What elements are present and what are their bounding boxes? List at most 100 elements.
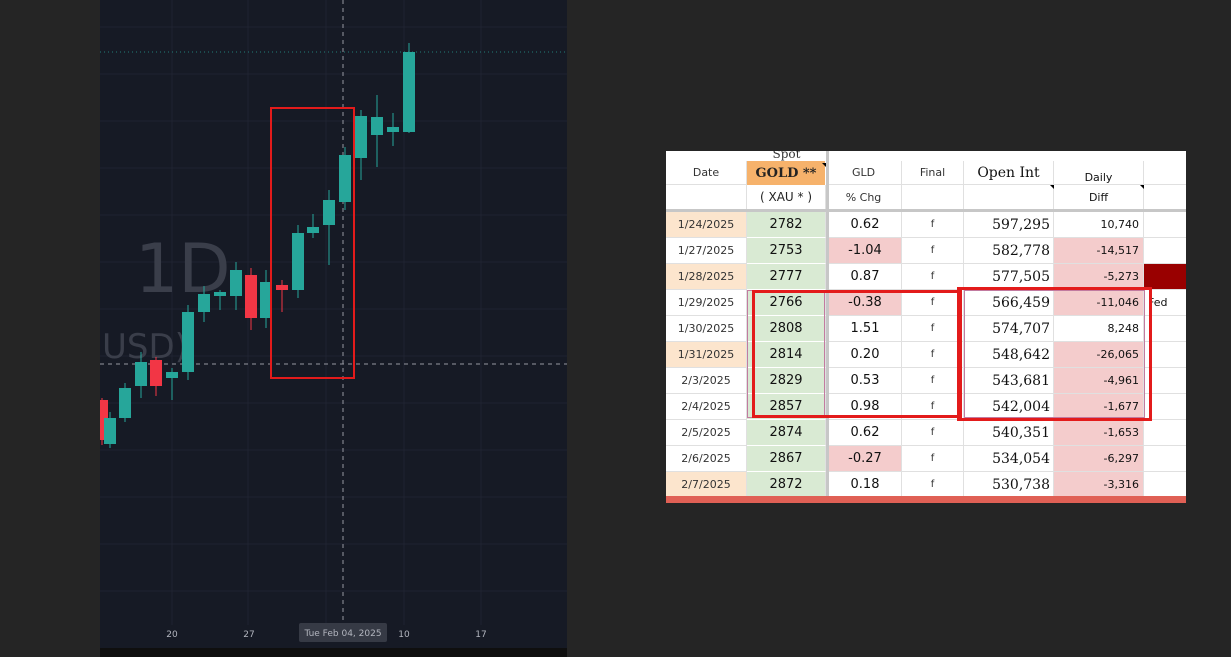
- cell-daily-diff[interactable]: -1,677: [1054, 394, 1144, 420]
- candlestick-chart[interactable]: 1D USD) 20 27 10 17 Tue Feb 04, 2025: [100, 0, 567, 648]
- candle-body[interactable]: [260, 282, 272, 318]
- cell-open-int[interactable]: 577,505: [964, 264, 1054, 290]
- cell-final[interactable]: f: [902, 342, 964, 368]
- cell-note[interactable]: [1144, 342, 1186, 368]
- cell-date[interactable]: 1/31/2025: [666, 342, 747, 368]
- cell-gld-pct[interactable]: 0.98: [829, 394, 902, 420]
- cell-note[interactable]: [1144, 420, 1186, 446]
- candle-body[interactable]: [323, 200, 335, 225]
- candle-body[interactable]: [307, 227, 319, 233]
- cell-gld-pct[interactable]: 0.20: [829, 342, 902, 368]
- cell-final[interactable]: f: [902, 290, 964, 316]
- cell-date[interactable]: 1/29/2025: [666, 290, 747, 316]
- cell-spot[interactable]: 2766: [747, 290, 826, 316]
- cell-gld-pct[interactable]: 0.18: [829, 472, 902, 498]
- cell-gld-pct[interactable]: -1.04: [829, 238, 902, 264]
- cell-daily-diff[interactable]: -26,065: [1054, 342, 1144, 368]
- cell-final[interactable]: f: [902, 420, 964, 446]
- candle-body[interactable]: [119, 388, 131, 418]
- cell-gld-pct[interactable]: -0.38: [829, 290, 902, 316]
- cell-note[interactable]: [1144, 368, 1186, 394]
- cell-daily-diff[interactable]: -6,297: [1054, 446, 1144, 472]
- cell-final[interactable]: f: [902, 472, 964, 498]
- cell-final[interactable]: f: [902, 368, 964, 394]
- cell-date[interactable]: 1/24/2025: [666, 212, 747, 238]
- cell-final[interactable]: f: [902, 446, 964, 472]
- cell-spot[interactable]: 2782: [747, 212, 826, 238]
- candle-body[interactable]: [214, 292, 226, 296]
- cell-spot[interactable]: 2808: [747, 316, 826, 342]
- candle-body[interactable]: [104, 418, 116, 444]
- cell-final[interactable]: f: [902, 238, 964, 264]
- cell-gld-pct[interactable]: -0.27: [829, 446, 902, 472]
- cell-open-int[interactable]: 597,295: [964, 212, 1054, 238]
- cell-note[interactable]: [1144, 316, 1186, 342]
- candle-body[interactable]: [371, 117, 383, 135]
- cell-daily-diff[interactable]: 10,740: [1054, 212, 1144, 238]
- cell-spot[interactable]: 2814: [747, 342, 826, 368]
- cell-open-int[interactable]: 542,004: [964, 394, 1054, 420]
- cell-spot[interactable]: 2857: [747, 394, 826, 420]
- cell-note[interactable]: [1144, 238, 1186, 264]
- candle-body[interactable]: [245, 275, 257, 318]
- candle-body[interactable]: [198, 294, 210, 312]
- cell-note[interactable]: Fed: [1144, 290, 1186, 316]
- cell-open-int[interactable]: 566,459: [964, 290, 1054, 316]
- cell-daily-diff[interactable]: -1,653: [1054, 420, 1144, 446]
- cell-date[interactable]: 2/4/2025: [666, 394, 747, 420]
- cell-spot[interactable]: 2829: [747, 368, 826, 394]
- cell-open-int[interactable]: 582,778: [964, 238, 1054, 264]
- cell-open-int[interactable]: 530,738: [964, 472, 1054, 498]
- chart-canvas[interactable]: 1D USD) 20 27 10 17 Tue Feb 04, 2025: [100, 0, 567, 648]
- cell-gld-pct[interactable]: 0.53: [829, 368, 902, 394]
- cell-open-int[interactable]: 543,681: [964, 368, 1054, 394]
- cell-daily-diff[interactable]: -4,961: [1054, 368, 1144, 394]
- cell-date[interactable]: 1/27/2025: [666, 238, 747, 264]
- cell-note[interactable]: [1144, 264, 1186, 290]
- candle-body[interactable]: [182, 312, 194, 372]
- candle-body[interactable]: [135, 362, 147, 386]
- candle-body[interactable]: [276, 285, 288, 290]
- candle-body[interactable]: [166, 372, 178, 378]
- cell-note[interactable]: [1144, 394, 1186, 420]
- cell-open-int[interactable]: 574,707: [964, 316, 1054, 342]
- cell-daily-diff[interactable]: -14,517: [1054, 238, 1144, 264]
- cell-gld-pct[interactable]: 1.51: [829, 316, 902, 342]
- cell-date[interactable]: 2/6/2025: [666, 446, 747, 472]
- spreadsheet[interactable]: Spot Date GOLD ** GLD Final Open Int Daily ( XA…: [666, 151, 1186, 503]
- cell-open-int[interactable]: 534,054: [964, 446, 1054, 472]
- candle-body[interactable]: [403, 52, 415, 132]
- cell-final[interactable]: f: [902, 394, 964, 420]
- candle-body[interactable]: [292, 233, 304, 290]
- cell-open-int[interactable]: 540,351: [964, 420, 1054, 446]
- cell-note[interactable]: [1144, 446, 1186, 472]
- cell-daily-diff[interactable]: -3,316: [1054, 472, 1144, 498]
- cell-gld-pct[interactable]: 0.62: [829, 212, 902, 238]
- candle-body[interactable]: [387, 127, 399, 132]
- cell-spot[interactable]: 2867: [747, 446, 826, 472]
- cell-date[interactable]: 2/3/2025: [666, 368, 747, 394]
- cell-daily-diff[interactable]: 8,248: [1054, 316, 1144, 342]
- cell-final[interactable]: f: [902, 264, 964, 290]
- cell-final[interactable]: f: [902, 212, 964, 238]
- cell-open-int[interactable]: 548,642: [964, 342, 1054, 368]
- cell-spot[interactable]: 2874: [747, 420, 826, 446]
- cell-gld-pct[interactable]: 0.62: [829, 420, 902, 446]
- cell-daily-diff[interactable]: -5,273: [1054, 264, 1144, 290]
- cell-date[interactable]: 2/5/2025: [666, 420, 747, 446]
- cell-date[interactable]: 2/7/2025: [666, 472, 747, 498]
- cell-date[interactable]: 1/30/2025: [666, 316, 747, 342]
- cell-gld-pct[interactable]: 0.87: [829, 264, 902, 290]
- cell-spot[interactable]: 2872: [747, 472, 826, 498]
- cell-daily-diff[interactable]: -11,046: [1054, 290, 1144, 316]
- cell-spot[interactable]: 2753: [747, 238, 826, 264]
- candle-body[interactable]: [339, 155, 351, 202]
- cell-final[interactable]: f: [902, 316, 964, 342]
- candle-body[interactable]: [355, 116, 367, 158]
- cell-note[interactable]: [1144, 472, 1186, 498]
- candle-body[interactable]: [150, 360, 162, 386]
- candle-body[interactable]: [230, 270, 242, 296]
- cell-note[interactable]: [1144, 212, 1186, 238]
- cell-date[interactable]: 1/28/2025: [666, 264, 747, 290]
- cell-spot[interactable]: 2777: [747, 264, 826, 290]
